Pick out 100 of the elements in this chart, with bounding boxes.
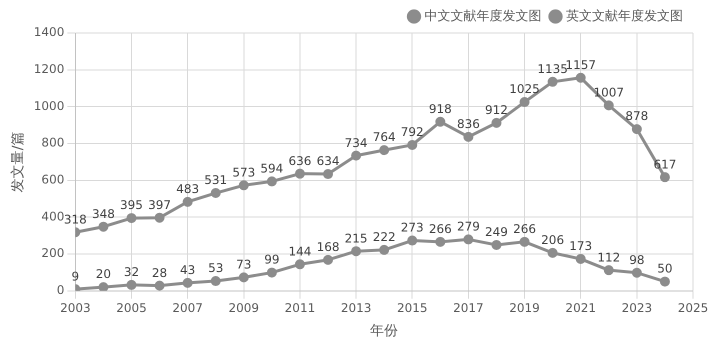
- data-label: 764: [372, 130, 396, 144]
- point: [98, 222, 108, 232]
- data-label: 215: [344, 231, 368, 246]
- point: [266, 268, 277, 278]
- data-label: 28: [152, 266, 168, 280]
- x-tick-label: 2009: [228, 301, 260, 316]
- legend-label: 英文文献年度发文图: [566, 8, 683, 24]
- point: [210, 188, 221, 198]
- x-tick-label: 2021: [565, 301, 596, 316]
- x-tick-label: 2025: [678, 301, 708, 316]
- point: [463, 234, 474, 244]
- point: [604, 265, 614, 276]
- data-label: 112: [597, 250, 620, 264]
- data-label: 918: [428, 102, 452, 116]
- data-label: 173: [569, 239, 592, 254]
- data-label: 912: [485, 102, 508, 117]
- point: [126, 213, 136, 224]
- point: [98, 282, 108, 291]
- point: [351, 150, 362, 161]
- point: [463, 132, 474, 142]
- data-label: 483: [176, 182, 200, 196]
- x-tick-label: 2019: [509, 301, 540, 316]
- point: [351, 246, 362, 256]
- data-label: 395: [120, 198, 143, 212]
- y-tick-label: 400: [41, 209, 64, 224]
- point: [548, 76, 558, 87]
- data-label: 249: [485, 225, 508, 240]
- data-label: 836: [456, 116, 480, 131]
- x-tick-label: 2007: [172, 301, 203, 316]
- data-label: 348: [92, 206, 115, 221]
- data-label: 878: [625, 109, 648, 124]
- data-label: 9: [72, 269, 80, 284]
- x-tick-label: 2015: [396, 301, 428, 316]
- point: [294, 168, 305, 179]
- point: [379, 145, 390, 156]
- y-tick-label: 1000: [34, 98, 64, 113]
- point: [126, 280, 136, 290]
- point: [323, 254, 334, 265]
- point: [210, 276, 221, 286]
- data-label: 397: [148, 198, 172, 212]
- y-tick-label: 600: [41, 172, 64, 186]
- data-label: 792: [400, 125, 424, 140]
- point: [660, 172, 670, 182]
- data-label: 634: [316, 154, 340, 168]
- data-label: 531: [204, 173, 228, 188]
- point: [266, 176, 277, 186]
- y-tick-label: 800: [41, 136, 64, 150]
- data-label: 20: [96, 267, 112, 282]
- x-axis-title: 年份: [370, 323, 398, 340]
- data-label: 636: [288, 154, 312, 168]
- data-label: 573: [232, 165, 256, 180]
- point: [576, 254, 586, 264]
- data-label: 266: [428, 222, 452, 236]
- y-tick-label: 0: [56, 282, 64, 297]
- data-label: 266: [513, 222, 536, 236]
- data-label: 144: [288, 244, 312, 258]
- point: [435, 236, 446, 247]
- data-label: 1025: [509, 82, 540, 96]
- point: [604, 100, 614, 110]
- data-label: 734: [344, 136, 368, 150]
- data-label: 273: [400, 220, 424, 235]
- data-label: 206: [541, 232, 564, 247]
- y-tick-label: 1200: [34, 62, 64, 76]
- data-label: 98: [629, 252, 644, 267]
- point: [632, 268, 642, 278]
- data-label: 279: [456, 220, 480, 234]
- point: [491, 240, 502, 250]
- point: [323, 169, 334, 180]
- point: [182, 278, 193, 288]
- x-tick-label: 2013: [340, 301, 372, 316]
- data-label: 168: [316, 240, 340, 254]
- y-axis-title: 发文量/篇: [10, 132, 26, 192]
- point: [576, 72, 586, 83]
- x-tick-label: 2003: [60, 301, 91, 316]
- data-label: 50: [657, 262, 673, 276]
- point: [632, 124, 642, 134]
- point: [548, 248, 558, 258]
- point: [407, 140, 418, 150]
- point: [238, 180, 249, 190]
- y-tick-label: 1400: [34, 25, 64, 40]
- x-tick-label: 2011: [284, 301, 316, 316]
- point: [379, 244, 390, 255]
- data-label: 318: [64, 212, 87, 226]
- point: [491, 118, 502, 128]
- point: [182, 196, 193, 207]
- data-label: 32: [124, 265, 140, 280]
- point: [520, 236, 530, 247]
- point: [435, 116, 446, 127]
- data-label: 594: [260, 162, 284, 176]
- point: [154, 212, 165, 223]
- point: [407, 236, 418, 246]
- data-label: 53: [208, 261, 224, 276]
- data-label: 73: [236, 257, 252, 272]
- point: [238, 272, 249, 282]
- x-tick-label: 2017: [453, 301, 484, 316]
- legend-label: 中文文献年度发文图: [424, 8, 542, 24]
- data-label: 99: [264, 252, 280, 267]
- data-label: 43: [180, 263, 196, 278]
- point: [660, 276, 670, 287]
- point: [520, 97, 530, 108]
